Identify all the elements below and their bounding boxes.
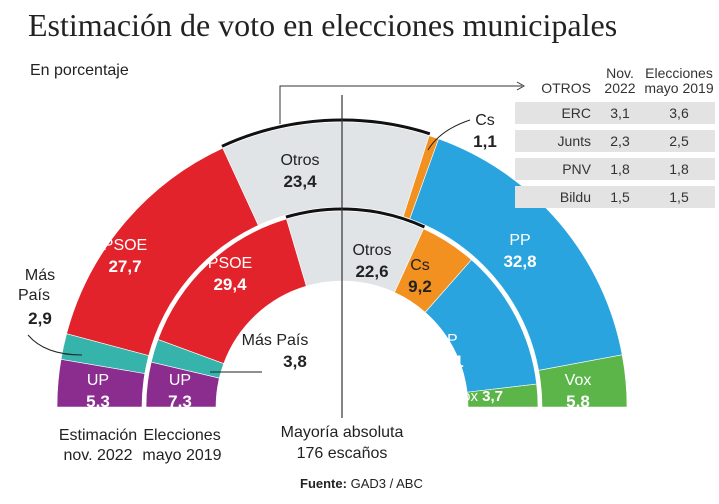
- cell-may2019: 2,5: [669, 133, 689, 149]
- label-value: 5,3: [86, 392, 110, 411]
- cell-nov2022: 1,8: [610, 161, 630, 177]
- label-value: 27,7: [108, 257, 141, 276]
- label-name: UP: [169, 372, 191, 389]
- label-name: PP: [436, 332, 457, 349]
- arrow-head-icon: [516, 81, 526, 91]
- header-otros: OTROS: [541, 80, 591, 96]
- label-value: 23,4: [283, 172, 317, 191]
- label-value: 3,8: [283, 352, 307, 371]
- table-header: OTROS Nov. 2022 Elecciones mayo 2019: [515, 62, 715, 96]
- label-value: 1,1: [473, 132, 497, 151]
- table-row: Bildu 1,5 1,5: [515, 186, 715, 208]
- segment-vox-0: [538, 354, 628, 408]
- label-name: Más: [25, 267, 55, 284]
- chart-title: Estimación de voto en elecciones municip…: [28, 7, 618, 43]
- ring-label: nov. 2022: [63, 447, 132, 464]
- cell-nov2022: 1,5: [610, 189, 630, 205]
- label-name: PSOE: [208, 255, 252, 272]
- cell-party: PNV: [562, 161, 591, 177]
- label-value: 9,2: [408, 277, 432, 296]
- label-value: 2,9: [28, 309, 52, 328]
- label-name: PSOE: [103, 237, 147, 254]
- label-name: Cs: [475, 112, 495, 129]
- majority-seats: 176 escaños: [297, 445, 388, 462]
- otros-arrow-line: [279, 85, 522, 124]
- label-name: País: [18, 287, 50, 304]
- label-Vox-1: Vox 3,7: [453, 388, 503, 405]
- source-label: Fuente:: [300, 476, 347, 491]
- cell-nov2022: 3,1: [610, 105, 630, 121]
- ring-label: mayo 2019: [142, 447, 221, 464]
- cell-nov2022: 2,3: [610, 133, 630, 149]
- label-value: 23,1: [430, 352, 463, 371]
- header-may2019: Elecciones mayo 2019: [644, 65, 714, 96]
- label-value: 29,4: [213, 275, 247, 294]
- label-value: 22,6: [355, 262, 388, 281]
- label-name: Más País: [242, 332, 309, 349]
- label-name: PP: [509, 232, 530, 249]
- otros-bracket-arc: [285, 207, 426, 229]
- ring-label: Elecciones: [143, 427, 220, 444]
- table-row: Junts 2,3 2,5: [515, 130, 715, 152]
- table-row: ERC 3,1 3,6: [515, 102, 715, 124]
- cell-party: Bildu: [559, 189, 591, 205]
- label-value: 32,8: [503, 252, 536, 271]
- label-name: Otros: [352, 242, 391, 259]
- label-value: 5,8: [566, 392, 590, 411]
- cell-party: Junts: [557, 133, 591, 149]
- cell-may2019: 1,8: [669, 161, 689, 177]
- table-row: PNV 1,8 1,8: [515, 158, 715, 180]
- leader-line: [27, 334, 83, 356]
- label-name: Cs: [410, 257, 430, 274]
- label-name: Vox: [565, 372, 592, 389]
- segment-vox-1: [466, 383, 539, 408]
- ring-label: Estimación: [59, 427, 137, 444]
- chart-subtitle: En porcentaje: [30, 62, 129, 79]
- majority-label: Mayoría absoluta: [281, 424, 404, 441]
- cell-may2019: 3,6: [669, 105, 689, 121]
- leader-line: [427, 119, 471, 151]
- source-value: GAD3 / ABC: [350, 476, 423, 491]
- label-name: UP: [87, 372, 109, 389]
- label-name: Otros: [280, 152, 319, 169]
- others-table: OTROS Nov. 2022 Elecciones mayo 2019 ERC…: [515, 62, 715, 208]
- source: Fuente: GAD3 / ABC: [300, 476, 423, 491]
- cell-may2019: 1,5: [669, 189, 689, 205]
- header-nov2022: Nov. 2022: [604, 65, 636, 96]
- label-value: 7,3: [168, 392, 192, 411]
- cell-party: ERC: [561, 105, 591, 121]
- otros-bracket-arc: [221, 118, 431, 148]
